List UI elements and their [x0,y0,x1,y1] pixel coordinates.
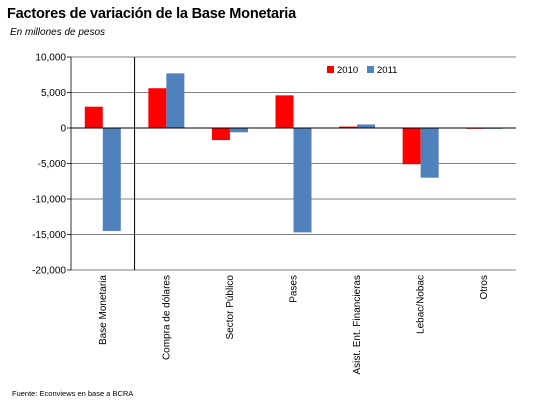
y-tick-label: -10,000 [32,195,66,206]
bar-2010-5 [339,126,358,128]
y-tick-label: -15,000 [32,230,66,241]
category-label: Sector Público [225,275,236,340]
chart-title: Factores de variación de la Base Monetar… [7,6,296,22]
y-tick-label: 0 [60,124,66,135]
legend-swatch-2010 [327,66,334,73]
bar-2011-2 [166,73,185,128]
bar-2010-3 [211,128,230,141]
bar-2010-1 [84,106,103,128]
y-tick-label: 5,000 [41,88,66,99]
bar-2010-6 [402,128,421,165]
category-label: Asist. Ent. Financieras [352,275,363,374]
legend-label: 2011 [377,65,397,76]
y-tick-label: -20,000 [32,266,66,277]
bar-2011-6 [420,128,439,178]
bar-2011-4 [293,128,312,233]
bar-2011-1 [102,128,121,231]
bar-2011-3 [229,128,248,133]
y-tick-label: 10,000 [35,53,66,64]
category-label: Base Monetaria [98,275,109,345]
bar-2010-2 [148,88,167,128]
legend-swatch-2011 [367,66,374,73]
legend-label: 2010 [337,65,358,76]
bar-2011-5 [357,124,376,128]
category-label: Lebac/Nobac [416,275,427,334]
category-label: Pases [289,275,300,303]
y-tick-label: -5,000 [38,159,67,170]
category-label: Otros [479,275,490,299]
source-note: Fuente: Econviews en base a BCRA [12,389,134,398]
category-label: Compra de dólares [161,275,172,360]
bar-2010-4 [275,95,294,128]
chart-subtitle: En millones de pesos [10,27,106,38]
